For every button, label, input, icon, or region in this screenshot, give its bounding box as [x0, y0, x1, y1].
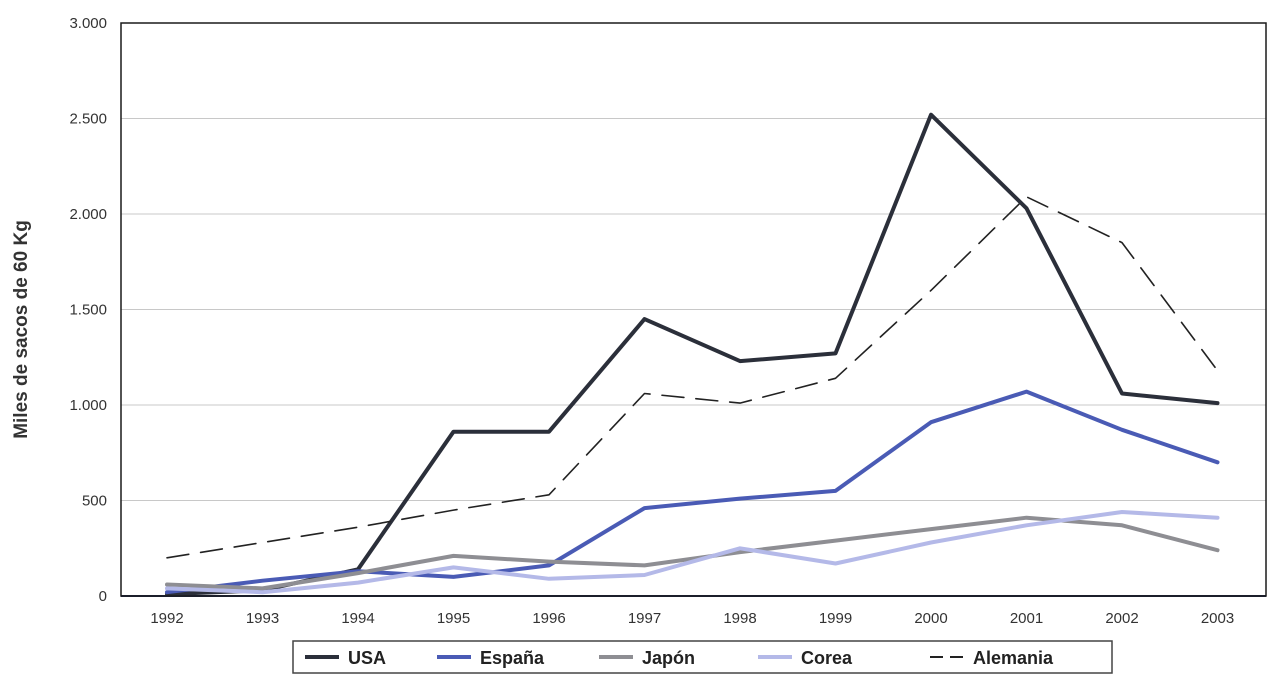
x-tick-label: 1999 [819, 610, 852, 627]
x-tick-label: 1997 [628, 610, 661, 627]
legend: USA España Japón Corea Alemania [292, 640, 1113, 674]
plot-frame [120, 22, 1267, 597]
y-axis-label: Miles de sacos de 60 Kg [11, 220, 32, 439]
y-tick-label: 500 [82, 493, 107, 510]
x-tick-label: 1994 [341, 610, 374, 627]
y-tick-label: 2.500 [69, 111, 107, 128]
y-tick-label: 2.000 [69, 206, 107, 223]
x-tick-label: 1995 [437, 610, 470, 627]
y-tick-label: 0 [99, 588, 107, 605]
x-tick-labels: 1992 1993 1994 1995 1996 1997 1998 1999 2000 2001… [150, 610, 1234, 627]
y-tick-label: 3.000 [69, 15, 107, 32]
x-tick-label: 2003 [1201, 610, 1234, 627]
series-lines [165, 112, 1220, 597]
series-line-corea [165, 510, 1220, 595]
legend-label-corea: Corea [801, 648, 853, 668]
y-tick-labels: 0 500 1.000 1.500 2.000 2.500 3.000 [69, 15, 107, 605]
series-line-japón [165, 515, 1220, 591]
x-tick-label: 2000 [914, 610, 947, 627]
y-tick-label: 1.500 [69, 302, 107, 319]
series-line-españa [165, 389, 1220, 595]
x-tick-label: 1992 [150, 610, 183, 627]
legend-label-usa: USA [348, 648, 386, 668]
legend-label-japón: Japón [642, 648, 695, 668]
y-tick-label: 1.000 [69, 397, 107, 414]
x-tick-label: 1998 [723, 610, 756, 627]
x-tick-label: 2001 [1010, 610, 1043, 627]
legend-box [292, 640, 1113, 674]
legend-label-alemania: Alemania [973, 648, 1054, 668]
x-tick-label: 2002 [1105, 610, 1138, 627]
legend-label-españa: España [480, 648, 545, 668]
x-tick-label: 1996 [532, 610, 565, 627]
x-tick-label: 1993 [246, 610, 279, 627]
series-line-alemania [166, 196, 1219, 559]
